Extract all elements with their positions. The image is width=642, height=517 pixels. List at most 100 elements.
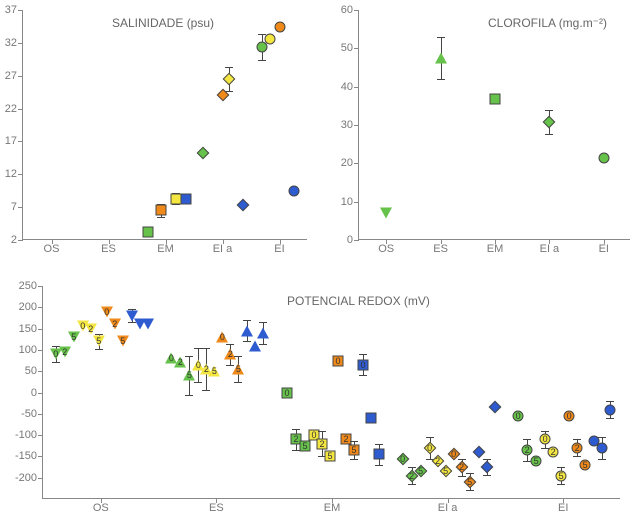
data-point <box>216 332 228 343</box>
data-point <box>407 471 416 480</box>
error-cap <box>185 395 193 396</box>
error-cap <box>258 60 266 61</box>
x-tick-label: ES <box>209 498 224 514</box>
error-cap <box>458 476 466 477</box>
data-point <box>174 356 186 367</box>
data-point <box>288 185 299 196</box>
data-point <box>457 463 466 472</box>
x-tick-label: EI a <box>213 239 233 255</box>
salinity-plot-area: 27121722273237OSESEMEI aEI <box>22 10 307 240</box>
data-point <box>142 227 153 238</box>
data-point <box>300 440 311 451</box>
data-point <box>317 438 328 449</box>
error-cap <box>52 362 60 363</box>
data-point <box>180 193 191 204</box>
error-cap <box>95 349 103 350</box>
x-tick-label: ES <box>101 239 116 255</box>
data-point <box>257 327 269 338</box>
data-point <box>441 467 450 476</box>
y-tick-label: 10 <box>341 196 359 208</box>
data-point <box>232 364 244 375</box>
data-point <box>358 359 369 370</box>
error-cap <box>194 382 202 383</box>
data-point <box>183 370 195 381</box>
error-cap <box>598 459 606 460</box>
data-point <box>142 319 154 330</box>
error-cap <box>318 431 326 432</box>
data-point <box>597 442 608 453</box>
error-cap <box>234 382 242 383</box>
x-tick-label: EM <box>324 498 341 514</box>
y-tick-label: 60 <box>341 4 359 16</box>
data-point <box>155 205 166 216</box>
data-point <box>398 454 407 463</box>
data-point <box>208 366 220 377</box>
data-point <box>282 387 293 398</box>
data-point <box>490 403 499 412</box>
data-point <box>425 443 434 452</box>
error-cap <box>95 334 103 335</box>
y-tick-label: 0 <box>347 234 359 246</box>
data-point <box>482 463 491 472</box>
x-tick-label: OS <box>378 239 394 255</box>
data-point <box>380 208 392 219</box>
x-tick-label: EM <box>157 239 174 255</box>
y-tick-label: -150 <box>15 450 43 462</box>
data-point <box>218 91 227 100</box>
chlorophyll-plot-area: 0102030405060OSESEMEI aEI <box>358 10 630 240</box>
error-cap <box>545 110 553 111</box>
error-cap <box>202 390 210 391</box>
x-tick-label: EI a <box>438 498 458 514</box>
error-cap <box>573 456 581 457</box>
page: 27121722273237OSESEMEI aEI SALINIDADE (p… <box>0 0 642 517</box>
y-tick-label: 27 <box>5 70 23 82</box>
error-cap <box>573 439 581 440</box>
x-tick-label: OS <box>93 498 109 514</box>
y-tick-label: 37 <box>5 4 23 16</box>
error-cap <box>466 490 474 491</box>
data-point <box>490 93 501 104</box>
data-point <box>333 355 344 366</box>
data-point <box>93 336 105 347</box>
chlorophyll-chart: 0102030405060OSESEMEI aEI CLOROFILA (mg.… <box>358 10 630 240</box>
data-point <box>545 117 554 126</box>
error-cap <box>408 467 416 468</box>
y-tick-label: 0 <box>31 387 43 399</box>
y-tick-label: 17 <box>5 135 23 147</box>
data-point <box>416 467 425 476</box>
error-cap <box>292 429 300 430</box>
x-tick-label: ES <box>433 239 448 255</box>
x-tick-label: EI <box>274 239 284 255</box>
data-point <box>605 404 616 415</box>
data-point <box>224 349 236 360</box>
error-cap <box>437 79 445 80</box>
x-tick-label: EM <box>487 239 504 255</box>
y-tick-label: 22 <box>5 103 23 115</box>
error-cap <box>185 356 193 357</box>
data-point <box>433 456 442 465</box>
data-point <box>580 459 591 470</box>
salinity-chart: 27121722273237OSESEMEI aEI SALINIDADE (p… <box>22 10 307 240</box>
error-cap <box>225 67 233 68</box>
data-point <box>224 75 233 84</box>
error-cap <box>408 484 416 485</box>
error-cap <box>243 320 251 321</box>
y-tick-label: 20 <box>341 157 359 169</box>
y-tick-label: -50 <box>21 408 43 420</box>
data-point <box>366 413 377 424</box>
data-point <box>540 434 551 445</box>
y-tick-label: 30 <box>341 119 359 131</box>
error-cap <box>350 441 358 442</box>
error-cap <box>557 467 565 468</box>
x-tick-label: OS <box>44 239 60 255</box>
data-point <box>465 477 474 486</box>
data-point <box>117 336 129 347</box>
y-tick-label: 50 <box>341 42 359 54</box>
error-cap <box>426 437 434 438</box>
y-tick-label: 200 <box>19 301 43 313</box>
chlorophyll-title: CLOROFILA (mg.m⁻²) <box>488 16 607 30</box>
data-point <box>474 448 483 457</box>
error-cap <box>483 475 491 476</box>
data-point <box>85 323 97 334</box>
error-cap <box>606 418 614 419</box>
